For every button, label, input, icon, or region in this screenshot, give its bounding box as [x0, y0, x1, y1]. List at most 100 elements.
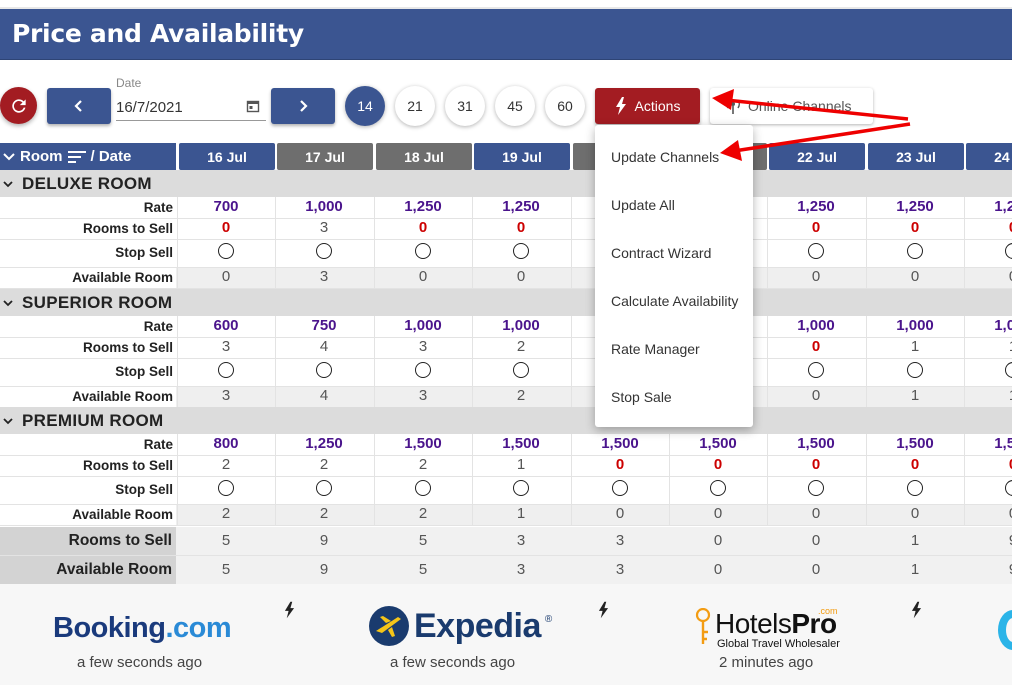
- stop-sell-radio[interactable]: [316, 243, 332, 259]
- rooms-to-sell-cell[interactable]: 3: [418, 338, 428, 355]
- menu-item-stop-sale[interactable]: Stop Sale: [611, 389, 672, 405]
- booking-update-lightning-icon[interactable]: [284, 601, 295, 619]
- stop-sell-radio[interactable]: [415, 362, 431, 378]
- rooms-to-sell-cell[interactable]: 0: [964, 219, 1012, 236]
- days-14-button[interactable]: 14: [345, 86, 385, 126]
- menu-item-calculate-availability[interactable]: Calculate Availability: [611, 293, 739, 309]
- rate-cell[interactable]: 1,500: [896, 435, 934, 452]
- stop-sell-radio[interactable]: [218, 362, 234, 378]
- rate-cell[interactable]: 1,250: [502, 198, 540, 215]
- menu-item-rate-manager[interactable]: Rate Manager: [611, 341, 700, 357]
- days-60-button[interactable]: 60: [545, 86, 585, 126]
- rate-cell[interactable]: 1,000: [502, 317, 540, 334]
- stop-sell-radio[interactable]: [808, 362, 824, 378]
- date-column-header[interactable]: 23 Jul: [868, 143, 964, 170]
- rooms-to-sell-cell[interactable]: 0: [713, 456, 723, 473]
- calendar-icon[interactable]: [246, 99, 260, 113]
- next-date-button[interactable]: [271, 88, 335, 124]
- date-column-header[interactable]: 19 Jul: [474, 143, 570, 170]
- date-column-header[interactable]: 24 Jul: [966, 143, 1012, 170]
- rate-cell[interactable]: 600: [213, 317, 239, 334]
- rooms-to-sell-cell[interactable]: 0: [811, 456, 821, 473]
- actions-button[interactable]: Actions: [595, 88, 700, 124]
- rooms-to-sell-cell[interactable]: 1: [964, 338, 1012, 355]
- stop-sell-radio[interactable]: [218, 480, 234, 496]
- online-channels-button[interactable]: Online Channels: [710, 88, 873, 124]
- previous-date-button[interactable]: [47, 88, 111, 124]
- days-45-button[interactable]: 45: [495, 86, 535, 126]
- rooms-to-sell-cell[interactable]: 0: [615, 456, 625, 473]
- rate-cell[interactable]: 1,500: [404, 435, 442, 452]
- rate-cell[interactable]: 1,250: [305, 435, 343, 452]
- refresh-button[interactable]: [0, 87, 37, 124]
- rate-cell[interactable]: 1,250: [896, 198, 934, 215]
- stop-sell-radio[interactable]: [808, 243, 824, 259]
- rate-cell[interactable]: 700: [213, 198, 239, 215]
- rate-cell[interactable]: 1,500: [994, 435, 1012, 452]
- rooms-to-sell-cell[interactable]: 0: [811, 338, 821, 355]
- rooms-to-sell-cell[interactable]: 0: [910, 456, 920, 473]
- stop-sell-radio[interactable]: [612, 480, 628, 496]
- rate-cell[interactable]: 1,000: [305, 198, 343, 215]
- date-column-header[interactable]: 18 Jul: [376, 143, 472, 170]
- sort-icon[interactable]: [67, 150, 87, 164]
- rate-cell[interactable]: 1,500: [502, 435, 540, 452]
- expedia-update-lightning-icon[interactable]: [598, 601, 609, 619]
- date-field[interactable]: [116, 95, 266, 121]
- rate-cell[interactable]: 1,250: [994, 198, 1012, 215]
- rooms-to-sell-cell[interactable]: 3: [221, 338, 231, 355]
- rate-cell[interactable]: 800: [213, 435, 239, 452]
- rooms-to-sell-cell[interactable]: 0: [910, 219, 920, 236]
- date-column-header[interactable]: 16 Jul: [179, 143, 275, 170]
- rooms-to-sell-cell[interactable]: 0: [221, 219, 231, 236]
- rate-cell[interactable]: 1,500: [797, 435, 835, 452]
- rooms-to-sell-cell[interactable]: 0: [964, 456, 1012, 473]
- rooms-to-sell-cell[interactable]: 2: [516, 338, 526, 355]
- room-section-header[interactable]: SUPERIOR ROOM: [0, 289, 1012, 316]
- stop-sell-radio[interactable]: [513, 480, 529, 496]
- rate-cell[interactable]: 1,000: [404, 317, 442, 334]
- rate-cell[interactable]: 1,500: [601, 435, 639, 452]
- stop-sell-radio[interactable]: [1005, 480, 1012, 496]
- hotelspro-update-lightning-icon[interactable]: [911, 601, 922, 619]
- stop-sell-radio[interactable]: [316, 480, 332, 496]
- stop-sell-radio[interactable]: [513, 362, 529, 378]
- stop-sell-radio[interactable]: [415, 243, 431, 259]
- rooms-to-sell-cell[interactable]: 1: [910, 338, 920, 355]
- stop-sell-radio[interactable]: [1005, 362, 1012, 378]
- menu-item-contract-wizard[interactable]: Contract Wizard: [611, 245, 712, 261]
- stop-sell-radio[interactable]: [907, 480, 923, 496]
- rate-cell[interactable]: 1,500: [699, 435, 737, 452]
- rooms-to-sell-cell[interactable]: 0: [811, 219, 821, 236]
- rooms-to-sell-cell[interactable]: 4: [319, 338, 329, 355]
- rooms-to-sell-cell[interactable]: 0: [418, 219, 428, 236]
- rate-cell[interactable]: 1,250: [797, 198, 835, 215]
- stop-sell-radio[interactable]: [1005, 243, 1012, 259]
- stop-sell-radio[interactable]: [218, 243, 234, 259]
- rooms-to-sell-cell[interactable]: 1: [516, 456, 526, 473]
- rate-cell[interactable]: 1,250: [404, 198, 442, 215]
- stop-sell-radio[interactable]: [415, 480, 431, 496]
- room-section-header[interactable]: DELUXE ROOM: [0, 170, 1012, 197]
- rooms-to-sell-cell[interactable]: 0: [516, 219, 526, 236]
- stop-sell-radio[interactable]: [808, 480, 824, 496]
- rate-cell[interactable]: 1,000: [896, 317, 934, 334]
- stop-sell-radio[interactable]: [316, 362, 332, 378]
- days-21-button[interactable]: 21: [395, 86, 435, 126]
- room-section-header[interactable]: PREMIUM ROOM: [0, 407, 1012, 434]
- stop-sell-radio[interactable]: [710, 480, 726, 496]
- stop-sell-radio[interactable]: [907, 243, 923, 259]
- rate-cell[interactable]: 1,000: [994, 317, 1012, 334]
- date-column-header[interactable]: 22 Jul: [769, 143, 865, 170]
- rooms-to-sell-cell[interactable]: 2: [221, 456, 231, 473]
- room-date-header[interactable]: Room / Date: [0, 143, 176, 170]
- stop-sell-radio[interactable]: [907, 362, 923, 378]
- days-31-button[interactable]: 31: [445, 86, 485, 126]
- menu-item-update-channels[interactable]: Update Channels: [611, 149, 720, 165]
- menu-item-update-all[interactable]: Update All: [611, 197, 675, 213]
- rate-cell[interactable]: 1,000: [797, 317, 835, 334]
- rooms-to-sell-cell[interactable]: 3: [319, 219, 329, 236]
- stop-sell-radio[interactable]: [513, 243, 529, 259]
- rooms-to-sell-cell[interactable]: 2: [319, 456, 329, 473]
- rate-cell[interactable]: 750: [311, 317, 337, 334]
